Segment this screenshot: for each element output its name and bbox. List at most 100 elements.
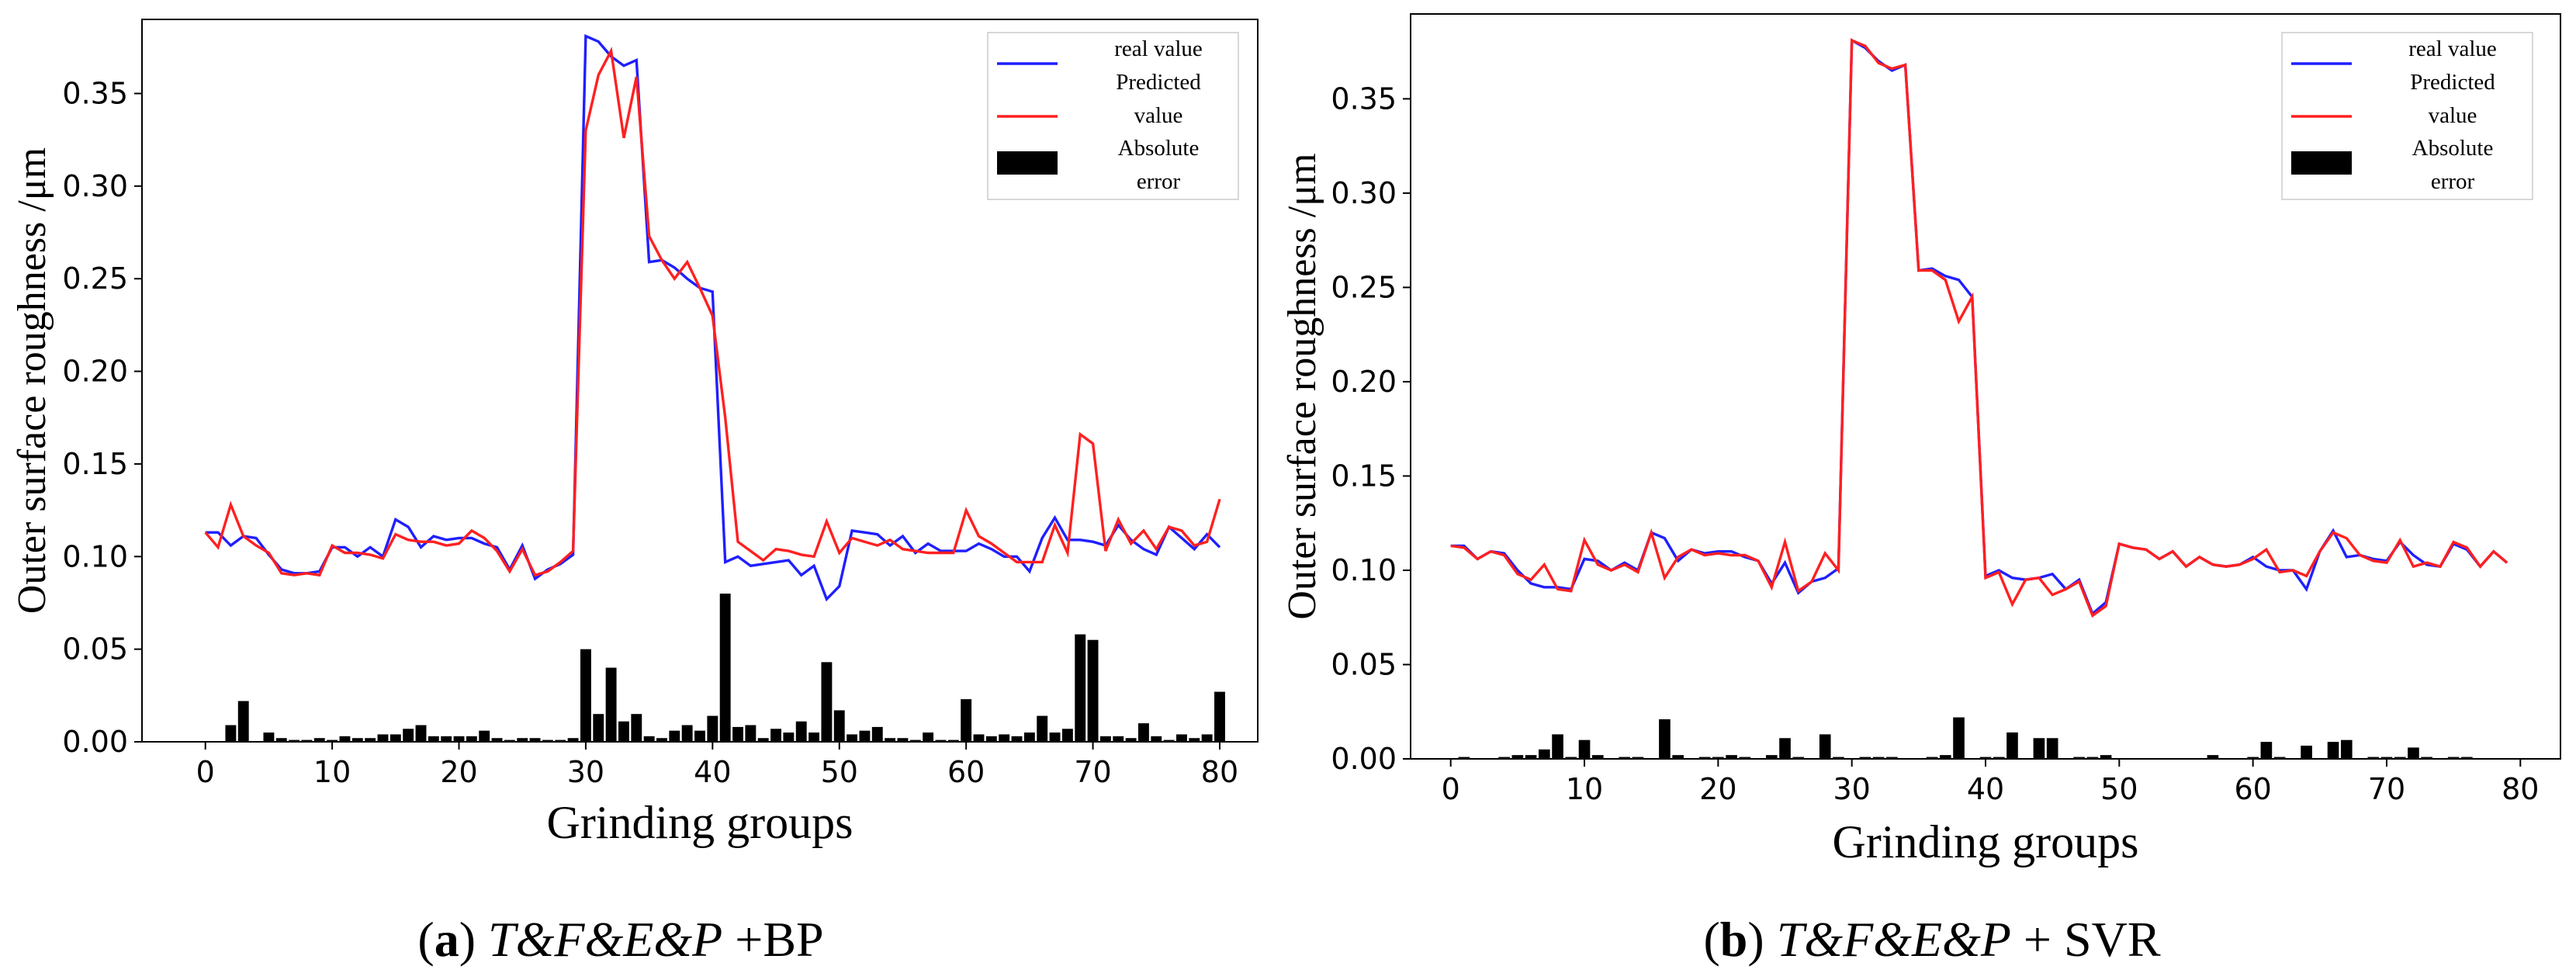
error-bar-44 (757, 738, 769, 742)
x-tick-label-50: 50 (821, 755, 858, 789)
error-bar-30 (580, 649, 591, 742)
caption-paren-close-b: ) (1747, 912, 1776, 967)
legend-swatch-error-b (2291, 151, 2352, 175)
y-tick-label-0.25: 0.25 (1331, 270, 1397, 304)
error-bar-44 (2033, 738, 2045, 759)
error-bar-19 (441, 736, 452, 742)
error-bar-69 (2367, 757, 2380, 759)
error-bar-70 (1087, 639, 1099, 742)
error-bar-23 (491, 738, 503, 742)
error-bar-68 (1061, 729, 1073, 742)
error-bar-50 (833, 710, 845, 742)
error-bar-5 (263, 732, 275, 742)
error-bar-16 (1659, 719, 1671, 759)
error-bar-8 (301, 739, 313, 742)
caption-model-b: T&F&E&P (1777, 912, 2011, 967)
error-bar-42 (732, 726, 743, 742)
error-bar-29 (567, 738, 579, 742)
error-bars-a (225, 594, 1225, 742)
error-bar-7 (1539, 749, 1550, 759)
error-bar-45 (2046, 738, 2058, 759)
error-bar-33 (1886, 757, 1898, 759)
legend-absolute-error-b: Absolute error (2412, 136, 2494, 194)
legend-real-value-a: real value (1114, 36, 1203, 61)
error-bar-71 (1099, 736, 1111, 742)
error-bar-27 (542, 739, 553, 742)
error-bar-48 (2086, 757, 2099, 759)
error-bar-15 (390, 734, 401, 742)
x-tick-label-60: 60 (2234, 772, 2271, 806)
legend-error-line1: Absolute (2412, 136, 2494, 161)
error-bar-47 (2073, 757, 2085, 759)
error-bar-73 (2421, 757, 2432, 759)
error-bar-45 (770, 729, 781, 742)
error-bar-18 (428, 736, 439, 742)
error-bar-75 (1151, 736, 1162, 742)
axis-ticks-b: 0 10 20 30 40 50 60 70 80 0.00 0.05 0.10 0.15 0.20 0.2… (1331, 81, 2539, 806)
x-tick-label-40: 40 (1967, 772, 2004, 806)
x-tick-label-40: 40 (694, 755, 731, 789)
error-bar-36 (656, 738, 667, 742)
error-bar-2 (225, 725, 237, 742)
error-bar-21 (1726, 755, 1737, 759)
legend-absolute-error-a: Absolute error (1118, 136, 1200, 194)
legend-swatch-error-a (997, 151, 1058, 175)
caption-paren-open-a: ( (417, 912, 434, 967)
error-bar-16 (403, 729, 414, 742)
x-tick-label-70: 70 (2368, 772, 2405, 806)
error-bar-64 (1011, 736, 1023, 742)
error-bar-46 (783, 732, 795, 742)
legend-error-line2: error (1137, 169, 1181, 194)
error-bar-28 (1819, 734, 1831, 759)
error-bar-17 (415, 725, 427, 742)
error-bar-76 (1163, 739, 1175, 742)
error-bar-38 (1953, 717, 1965, 759)
error-bar-26 (1792, 757, 1805, 759)
error-bar-17 (1672, 755, 1684, 759)
legend-predicted-value-b: Predicted value (2410, 70, 2495, 128)
legend-b: real value Predicted value Absolute error (2281, 32, 2533, 200)
y-tick-label-0.00: 0.00 (1331, 742, 1397, 776)
x-tick-label-0: 0 (196, 755, 215, 789)
x-axis-label-a: Grinding groups (547, 797, 853, 848)
y-tick-label-0.35: 0.35 (62, 76, 128, 110)
error-bar-59 (947, 739, 959, 742)
error-bar-37 (669, 730, 680, 742)
x-tick-label-20: 20 (1699, 772, 1736, 806)
error-bar-67 (2340, 739, 2353, 759)
error-bar-40 (1979, 757, 1992, 759)
y-tick-label-0.10: 0.10 (1331, 553, 1397, 587)
chart-panel-a: 0 10 20 30 40 50 60 70 80 0.00 0.05 0.10 0.15 0.20 0.2… (10, 19, 1259, 967)
error-bar-63 (999, 734, 1010, 742)
plot-frame-b (1410, 13, 2561, 760)
x-tick-label-10: 10 (1566, 772, 1603, 806)
error-bar-22 (479, 730, 490, 742)
legend-predicted-line1: Predicted (1116, 70, 1201, 95)
x-tick-label-0: 0 (1442, 772, 1460, 806)
error-bar-67 (1049, 732, 1061, 742)
error-bar-58 (935, 739, 947, 742)
error-bar-32 (1872, 757, 1885, 759)
legend-predicted-line2: value (1134, 103, 1183, 128)
error-bar-6 (275, 738, 287, 742)
error-bar-3 (237, 701, 249, 742)
error-bar-33 (618, 721, 629, 742)
error-bar-73 (1125, 738, 1137, 742)
legend-real-value-b: real value (2408, 36, 2497, 61)
y-tick-label-0.15: 0.15 (1331, 459, 1397, 493)
x-tick-label-30: 30 (1833, 772, 1870, 806)
caption-method-a: +BP (722, 912, 823, 967)
error-bar-20 (453, 736, 465, 742)
error-bar-26 (529, 738, 541, 742)
error-bar-37 (1939, 755, 1951, 759)
error-bar-54 (885, 738, 896, 742)
error-bar-25 (517, 738, 528, 742)
caption-method-b: + SVR (2011, 912, 2161, 967)
error-bar-56 (909, 739, 921, 742)
error-bar-60 (961, 699, 972, 742)
y-tick-label-0.00: 0.00 (62, 725, 128, 759)
error-bar-28 (555, 739, 566, 742)
caption-paren-close-a: ) (459, 912, 488, 967)
axis-ticks-a: 0 10 20 30 40 50 60 70 80 0.00 0.05 0.10 0.15 0.20 0.2… (62, 76, 1238, 789)
